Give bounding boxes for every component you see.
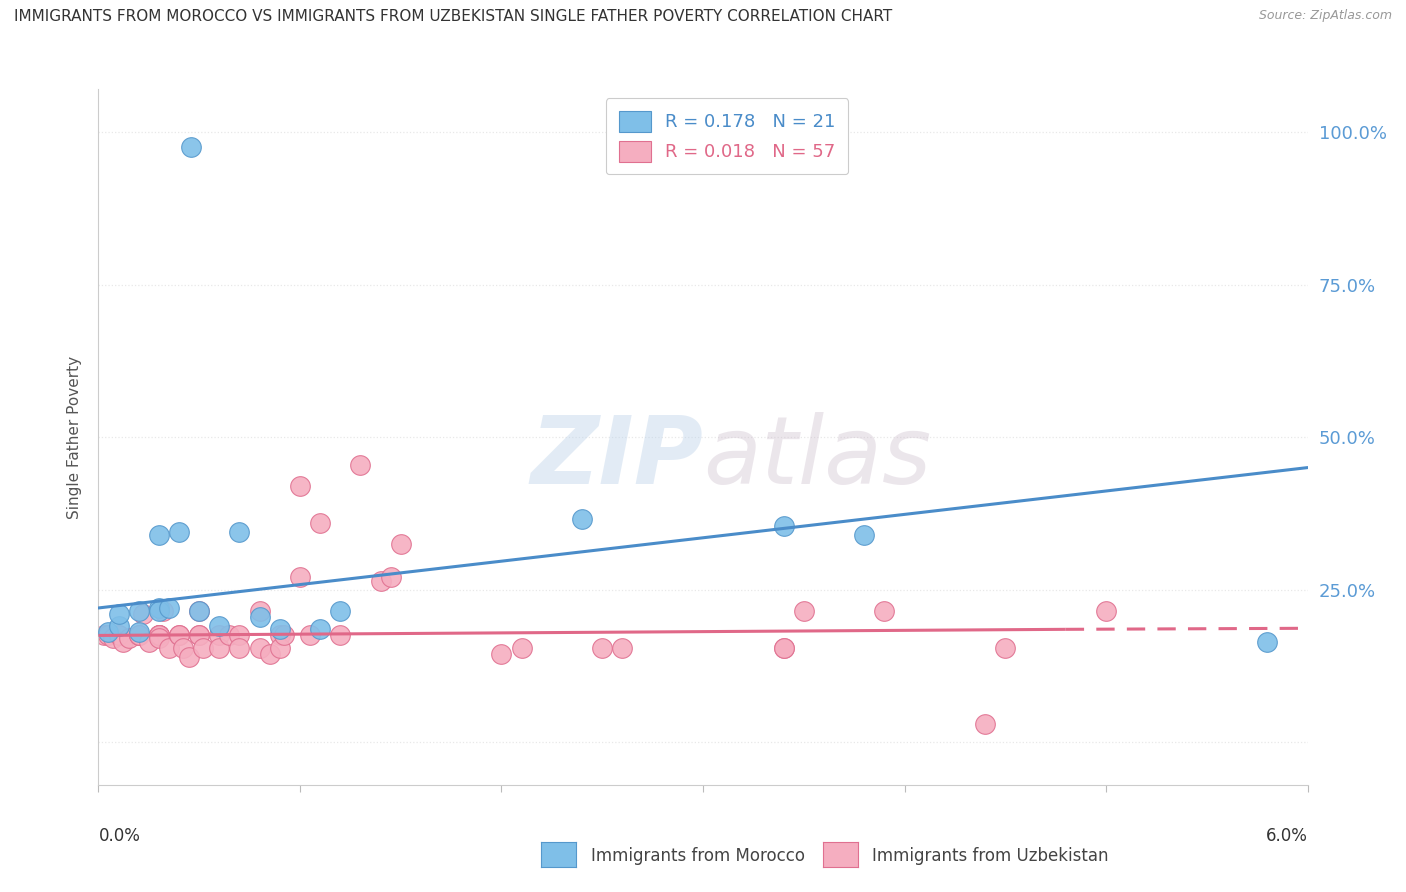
Point (188, 628, 211, 642)
Point (269, 628, 291, 642)
Point (97, 625, 120, 640)
Point (172, 640, 194, 655)
Point (107, 607, 129, 621)
Point (370, 574, 392, 588)
Point (591, 640, 613, 655)
Point (1095, 604, 1118, 618)
Text: IMMIGRANTS FROM MOROCCO VS IMMIGRANTS FROM UZBEKISTAN SINGLE FATHER POVERTY CORR: IMMIGRANTS FROM MOROCCO VS IMMIGRANTS FR… (14, 9, 893, 24)
Point (329, 604, 352, 618)
Point (167, 628, 190, 642)
Point (101, 632, 124, 646)
Point (873, 604, 896, 618)
Point (188, 628, 211, 642)
Point (994, 640, 1017, 655)
Point (974, 717, 997, 731)
Point (309, 623, 332, 637)
Text: Source: ZipAtlas.com: Source: ZipAtlas.com (1258, 9, 1392, 22)
Text: 6.0%: 6.0% (1265, 827, 1308, 845)
Point (167, 628, 190, 642)
Point (269, 640, 291, 655)
Point (612, 640, 634, 655)
Point (152, 604, 174, 618)
Point (228, 628, 250, 642)
Point (132, 607, 155, 621)
Point (128, 628, 150, 642)
Point (128, 625, 150, 640)
Point (772, 640, 794, 655)
Point (208, 640, 231, 655)
Point (157, 640, 180, 655)
Point (288, 570, 311, 584)
Point (148, 601, 170, 615)
Point (1256, 634, 1278, 648)
Point (118, 632, 141, 646)
Point (249, 640, 271, 655)
Point (793, 604, 815, 618)
Point (273, 628, 295, 642)
Point (259, 647, 281, 661)
Point (180, 140, 202, 154)
Point (329, 628, 352, 642)
Point (188, 604, 211, 618)
Point (148, 527, 170, 541)
Point (571, 512, 593, 526)
Point (249, 610, 271, 624)
Point (269, 623, 291, 637)
Point (288, 479, 311, 493)
Point (111, 634, 134, 648)
Point (148, 628, 170, 642)
Text: 0.0%: 0.0% (98, 827, 141, 845)
Point (510, 640, 533, 655)
Point (128, 628, 150, 642)
Point (208, 619, 231, 633)
Point (148, 628, 170, 642)
Point (107, 619, 129, 633)
Point (167, 524, 190, 539)
Text: ZIP: ZIP (530, 412, 703, 504)
Text: Immigrants from Uzbekistan: Immigrants from Uzbekistan (872, 847, 1108, 865)
Point (128, 604, 150, 618)
Point (128, 628, 150, 642)
Point (148, 628, 170, 642)
Point (107, 628, 129, 642)
Point (772, 518, 794, 533)
Text: Immigrants from Morocco: Immigrants from Morocco (591, 847, 804, 865)
Point (349, 458, 371, 472)
Point (389, 537, 412, 551)
Point (309, 516, 332, 530)
Point (491, 647, 513, 661)
Text: atlas: atlas (703, 412, 931, 503)
Point (772, 640, 794, 655)
Point (380, 570, 402, 584)
Y-axis label: Single Father Poverty: Single Father Poverty (67, 356, 83, 518)
Legend: R = 0.178   N = 21, R = 0.018   N = 57: R = 0.178 N = 21, R = 0.018 N = 57 (606, 98, 848, 174)
Point (299, 628, 322, 642)
Point (148, 628, 170, 642)
Point (93, 628, 115, 642)
Point (228, 524, 250, 539)
Point (853, 527, 876, 541)
Point (179, 649, 201, 664)
Point (157, 601, 180, 615)
Point (249, 604, 271, 618)
Point (148, 632, 170, 646)
Point (188, 604, 211, 618)
Point (193, 640, 215, 655)
Point (218, 628, 240, 642)
Point (138, 634, 160, 648)
Point (97, 628, 120, 642)
Point (208, 628, 231, 642)
Point (228, 640, 250, 655)
Point (148, 604, 170, 618)
